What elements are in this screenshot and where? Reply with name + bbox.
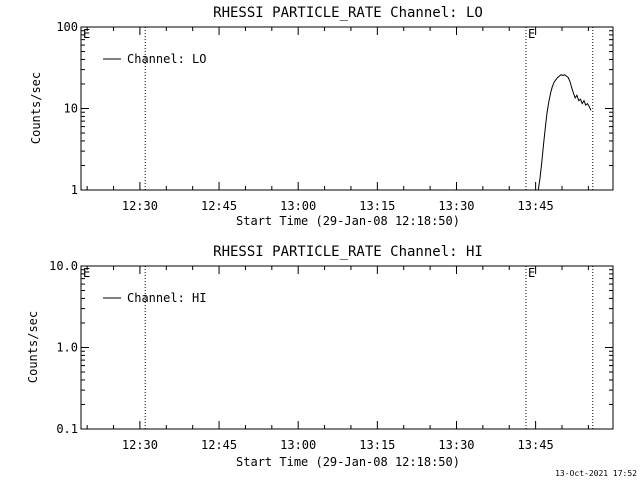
time-markers-lo: E: [144, 27, 594, 190]
x-axis-label-lo: Start Time (29-Jan-08 12:18:50): [236, 214, 460, 228]
x-tick-label: 12:45: [201, 199, 237, 213]
x-tick-label: 13:00: [280, 438, 316, 452]
chart-title-lo: RHESSI PARTICLE_RATE Channel: LO: [213, 5, 483, 21]
series-line-lo: [537, 74, 592, 191]
chart-title-hi: RHESSI PARTICLE_RATE Channel: HI: [213, 244, 483, 260]
edge-label-hi: E: [83, 266, 90, 280]
legend-label-hi: Channel: HI: [127, 291, 206, 305]
x-tick-label: 12:45: [201, 438, 237, 452]
y-tick-label: 0.1: [56, 422, 78, 436]
x-axis-label-hi: Start Time (29-Jan-08 12:18:50): [236, 455, 460, 469]
x-tick-label: 12:30: [122, 199, 158, 213]
y-tick-label: 1: [71, 183, 78, 197]
x-tick-label: 13:15: [359, 438, 395, 452]
y-ticks-lo: 1 10 100: [56, 20, 613, 197]
x-tick-label: 13:15: [359, 199, 395, 213]
time-marker-label: E: [528, 27, 535, 41]
series-lo: [537, 74, 592, 191]
x-tick-label: 13:45: [518, 199, 554, 213]
x-tick-label: 12:30: [122, 438, 158, 452]
time-markers-hi: E: [144, 266, 594, 429]
y-tick-label: 1.0: [56, 341, 78, 355]
legend-label-lo: Channel: LO: [127, 52, 206, 66]
y-tick-label: 10.0: [49, 259, 78, 273]
x-tick-label: 13:30: [438, 438, 474, 452]
x-tick-label: 13:30: [438, 199, 474, 213]
x-tick-label: 13:00: [280, 199, 316, 213]
y-tick-label: 10: [64, 102, 78, 116]
y-axis-label-hi: Counts/sec: [26, 311, 40, 383]
x-ticks-lo: 12:30 12:45 13:00 13:15 13:30 13:45: [86, 27, 589, 213]
x-tick-label: 13:45: [518, 438, 554, 452]
y-ticks-hi: 0.1 1.0 10.0: [49, 259, 613, 436]
time-marker-label: E: [528, 266, 535, 280]
y-axis-label-lo: Counts/sec: [29, 72, 43, 144]
edge-label-lo: E: [83, 27, 90, 41]
panel-lo: RHESSI PARTICLE_RATE Channel: LO Counts/…: [29, 5, 614, 228]
y-tick-label: 100: [56, 20, 78, 34]
x-ticks-hi: 12:30 12:45 13:00 13:15 13:30 13:45: [86, 266, 589, 452]
footer-timestamp: 13-Oct-2021 17:52: [555, 469, 637, 478]
panel-hi: RHESSI PARTICLE_RATE Channel: HI Counts/…: [26, 244, 614, 469]
